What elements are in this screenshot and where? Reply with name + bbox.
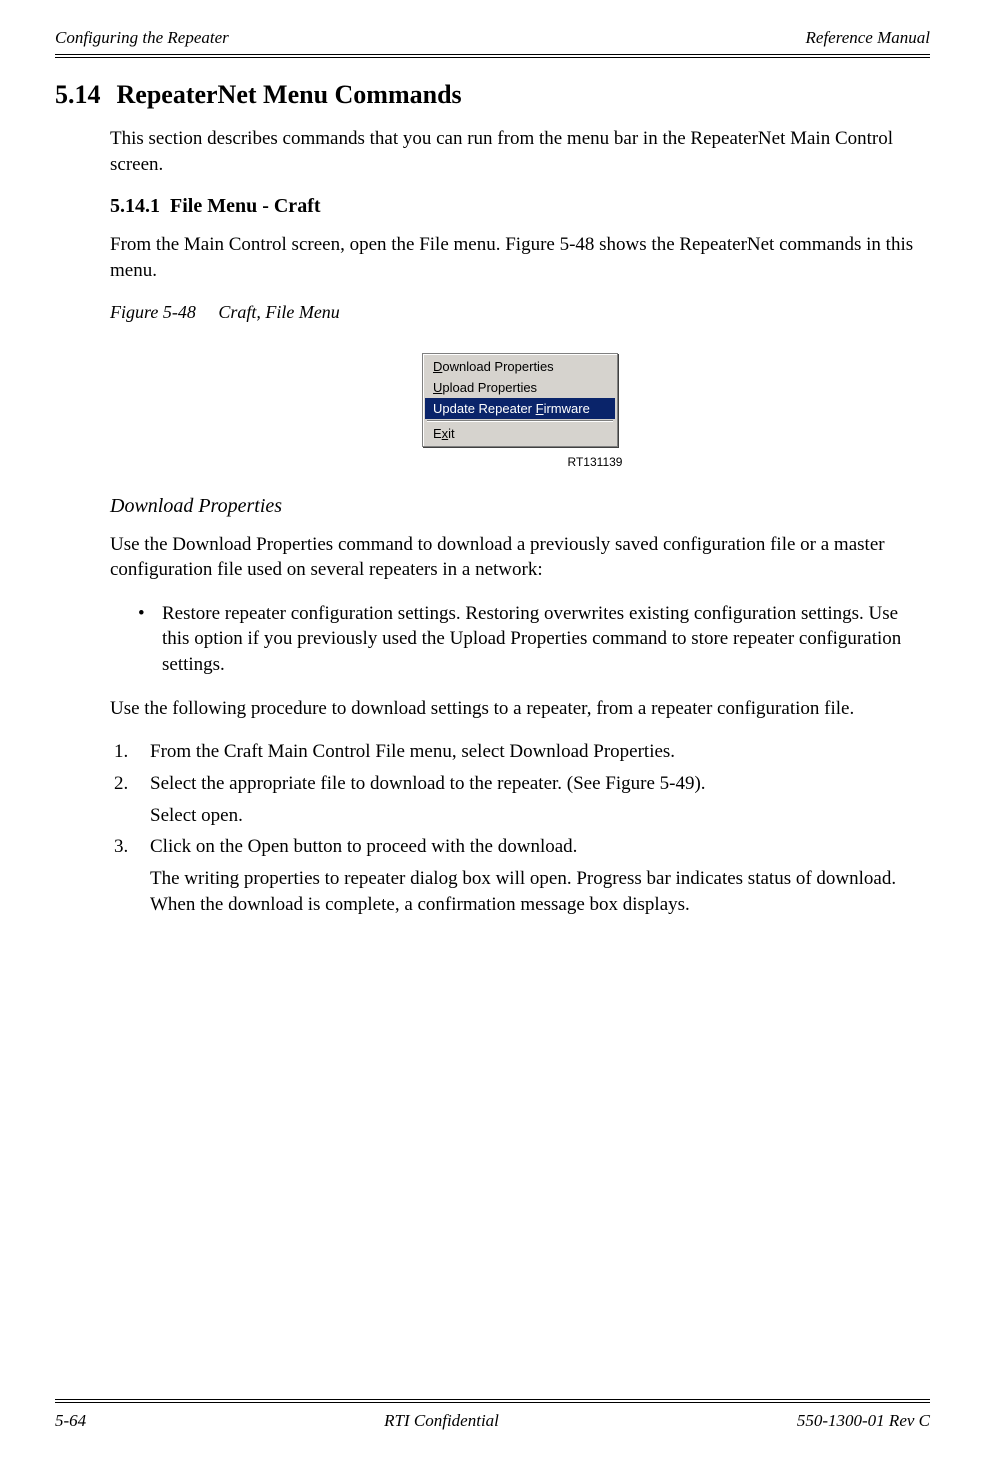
figure-title: Craft, File Menu [218,302,339,322]
menu-separator [427,420,613,422]
subsection-intro: From the Main Control screen, open the F… [110,232,930,283]
section-title: RepeaterNet Menu Commands [117,80,462,109]
footer-page-number: 5-64 [55,1411,86,1431]
footer-center: RTI Confidential [384,1411,499,1431]
subsection-title: File Menu - Craft [170,195,321,217]
menu-text: Exit [433,426,455,441]
context-menu: Download Properties Upload Properties Up… [422,353,618,447]
download-para-2: Use the following procedure to download … [110,696,930,722]
step-text: From the Craft Main Control File menu, s… [150,741,675,762]
page-header: Configuring the Repeater Reference Manua… [55,28,930,54]
figure-image: Download Properties Upload Properties Up… [110,353,930,447]
footer-row: 5-64 RTI Confidential 550-1300-01 Rev C [55,1411,930,1431]
step-sub: The writing properties to repeater dialo… [150,866,930,917]
download-heading: Download Properties [110,495,930,518]
header-right: Reference Manual [806,28,930,48]
header-rule [55,54,930,58]
page-footer: 5-64 RTI Confidential 550-1300-01 Rev C [55,1399,930,1431]
step-1: From the Craft Main Control File menu, s… [110,739,930,765]
subsection-number: 5.14.1 [110,195,160,217]
step-text: Select the appropriate file to download … [150,773,706,794]
menu-item-download-properties[interactable]: Download Properties [425,356,615,377]
bullet-list: Restore repeater configuration settings.… [110,601,930,678]
menu-item-exit[interactable]: Exit [425,423,615,444]
step-text: Click on the Open button to proceed with… [150,836,577,857]
bullet-item: Restore repeater configuration settings.… [162,601,930,678]
content-area: 5.14 RepeaterNet Menu Commands This sect… [55,80,930,917]
subsection-heading: 5.14.1 File Menu - Craft [110,195,930,218]
section-number: 5.14 [55,80,110,110]
section-intro: This section describes commands that you… [110,126,930,177]
figure-caption: Figure 5-48 Craft, File Menu [110,302,930,323]
page: Configuring the Repeater Reference Manua… [0,0,985,1465]
menu-text: Update Repeater Firmware [433,401,590,416]
figure-label: Figure 5-48 [110,302,196,322]
step-2: Select the appropriate file to download … [110,771,930,828]
figure-reference: RT131139 [260,455,930,469]
menu-item-upload-properties[interactable]: Upload Properties [425,377,615,398]
download-para-1: Use the Download Properties command to d… [110,532,930,583]
menu-text: Upload Properties [433,380,537,395]
steps-list: From the Craft Main Control File menu, s… [110,739,930,917]
menu-item-update-repeater-firmware[interactable]: Update Repeater Firmware [425,398,615,419]
footer-rule [55,1399,930,1403]
step-3: Click on the Open button to proceed with… [110,834,930,917]
menu-text: Download Properties [433,359,554,374]
section-heading: 5.14 RepeaterNet Menu Commands [55,80,930,110]
footer-right: 550-1300-01 Rev C [797,1411,930,1431]
header-left: Configuring the Repeater [55,28,229,48]
step-sub: Select open. [150,803,930,829]
